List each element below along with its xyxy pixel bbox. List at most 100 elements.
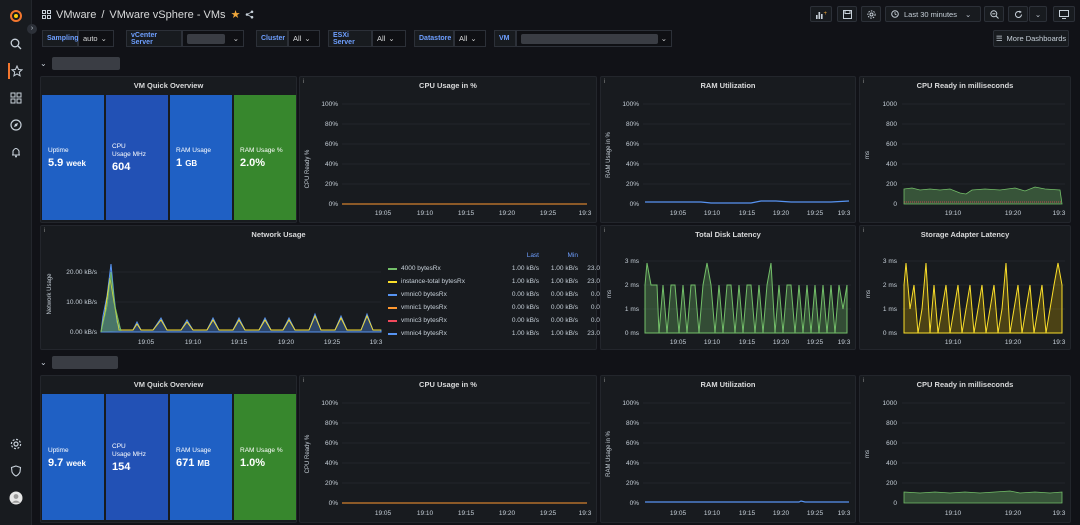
more-dashboards-button[interactable]: ☰ More Dashboards [993,30,1069,47]
ram-usage-stat: RAM Usage 671 MB [170,394,232,520]
disk-latency-area [644,262,848,334]
sidebar-collapse-toggle[interactable]: › [27,24,37,34]
sampling-label: Sampling [42,30,79,47]
esxi-select[interactable]: All ⌄ [372,30,406,47]
dashboard-settings-button[interactable] [861,6,881,22]
sampling-select[interactable]: auto ⌄ [78,30,114,47]
time-range-label: Last 30 minutes [904,9,957,19]
panel-title: CPU Usage in % [419,380,477,389]
y-tick: 2 ms [883,282,898,289]
settings-gear-icon[interactable] [8,436,24,452]
row-header-2[interactable]: ⌄ [40,355,118,369]
panel-info-icon[interactable]: i [303,378,305,384]
x-tick: 19:3 [1053,510,1066,517]
y-tick: 80% [626,420,639,427]
cpu-ready-panel[interactable]: i CPU Ready in milliseconds ms 1000 800 60… [859,76,1071,223]
share-icon[interactable] [245,10,254,19]
y-axis-label: RAM Usage in % [606,430,612,476]
y-tick: 0 ms [883,330,898,337]
stat-label: CPU Usage MHz [112,143,146,158]
vm-quick-overview-panel[interactable]: VM Quick Overview Uptime 9.7 week CPU Us… [40,375,297,523]
legend-item[interactable]: vmnic1 bytesRx [388,304,447,311]
stat-value: 154 [112,461,131,473]
explore-icon[interactable] [8,117,24,133]
network-usage-panel[interactable]: i Network Usage Network Usage 20.00 kB/s… [40,225,618,350]
favorite-star-icon[interactable]: ★ [230,9,241,21]
legend-swatch [388,306,397,309]
x-tick: 19:10 [417,210,434,217]
legend-series-name: vmnic4 bytesRx [401,330,447,337]
refresh-interval-dropdown[interactable]: ⌄ [1029,6,1047,22]
grafana-logo-icon[interactable] [8,8,24,24]
refresh-button[interactable] [1008,6,1028,22]
ram-utilization-panel[interactable]: i RAM Utilization RAM Usage in % 100% 80%… [600,76,856,223]
cpu-usage-panel[interactable]: i CPU Usage in % CPU Ready % 100% 80% 60% 4… [299,76,597,223]
legend-item[interactable]: 4000 bytesRx [388,265,441,272]
x-tick: 19:15 [739,339,756,346]
ram-utilization-panel[interactable]: i RAM Utilization RAM Usage in % 100% 80%… [600,375,856,523]
total-disk-latency-panel[interactable]: i Total Disk Latency ms 3 ms 2 ms 1 ms 0 ms… [600,225,856,350]
chevron-down-icon: ⌄ [964,9,972,19]
stat-value: 2.0% [240,157,266,169]
y-tick: 60% [325,440,338,447]
shield-icon[interactable] [8,463,24,479]
legend-swatch [388,280,397,283]
legend-swatch [388,267,397,270]
row-title-redacted [51,355,118,369]
cpu-ready-panel[interactable]: i CPU Ready in milliseconds ms 1000 800 60… [859,375,1071,523]
y-tick: 100% [321,400,338,407]
cluster-select[interactable]: All ⌄ [288,30,320,47]
cluster-value: All [293,34,302,43]
datastore-select[interactable]: All ⌄ [454,30,486,47]
y-tick: 1000 [883,101,898,108]
dashboard-title[interactable]: VMware vSphere - VMs [109,8,226,21]
row-header-1[interactable]: ⌄ [40,56,120,70]
stat-value: 9.7 week [48,457,86,469]
panel-info-icon[interactable]: i [863,228,865,234]
ram-percent-stat: RAM Usage % 2.0% [234,95,296,220]
legend-item[interactable]: vmnic3 bytesRx [388,317,447,324]
alerting-bell-icon[interactable] [8,144,24,160]
y-axis-label: ms [607,290,613,298]
panel-info-icon[interactable]: i [44,228,46,234]
legend-item[interactable]: vmnic0 bytesRx [388,291,447,298]
x-tick: 19:05 [138,339,155,346]
y-tick: 0 [893,201,897,208]
panel-info-icon[interactable]: i [863,79,865,85]
storage-adapter-latency-panel[interactable]: i Storage Adapter Latency ms 3 ms 2 ms 1 m… [859,225,1071,350]
tv-mode-button[interactable] [1053,6,1075,22]
panel-info-icon[interactable]: i [604,228,606,234]
panel-info-icon[interactable]: i [604,79,606,85]
legend-header-min[interactable]: Min [567,252,578,259]
panel-info-icon[interactable]: i [604,378,606,384]
top-navbar: VMware / VMware vSphere - VMs ★ + Last 3… [32,0,1080,28]
y-tick: 0% [630,201,640,208]
save-dashboard-button[interactable] [837,6,857,22]
user-avatar[interactable] [8,490,24,506]
legend-min-value: 0.00 kB/s [550,317,578,324]
legend-item[interactable]: vmnic4 bytesRx [388,330,447,337]
breadcrumb-folder[interactable]: VMware [56,8,97,21]
vm-quick-overview-panel[interactable]: VM Quick Overview Uptime 5.9 week CPU Us… [40,76,297,223]
y-tick: 600 [886,440,897,447]
y-tick: 800 [886,121,897,128]
y-axis-label: Network Usage [47,273,53,315]
add-panel-button[interactable]: + [810,6,832,22]
chevron-down-icon: ⌄ [100,34,107,43]
time-range-picker[interactable]: Last 30 minutes ⌄ [885,6,981,22]
zoom-out-button[interactable] [984,6,1004,22]
panel-info-icon[interactable]: i [303,79,305,85]
search-icon[interactable] [8,36,24,52]
legend-header-last[interactable]: Last [526,252,539,259]
legend-item[interactable]: instance-total bytesRx [388,278,465,285]
dashboards-icon[interactable] [8,90,24,106]
cpu-usage-panel[interactable]: i CPU Usage in % CPU Ready % 100% 80% 60% 4… [299,375,597,523]
panel-info-icon[interactable]: i [863,378,865,384]
ram-percent-stat: RAM Usage % 1.0% [234,394,296,520]
starred-icon[interactable] [8,63,24,79]
y-axis-label: CPU Ready % [305,434,311,473]
vm-select[interactable]: ⌄ [516,30,672,47]
esxi-value: All [377,34,386,43]
y-tick: 40% [325,460,338,467]
vcenter-select[interactable]: ⌄ [182,30,244,47]
